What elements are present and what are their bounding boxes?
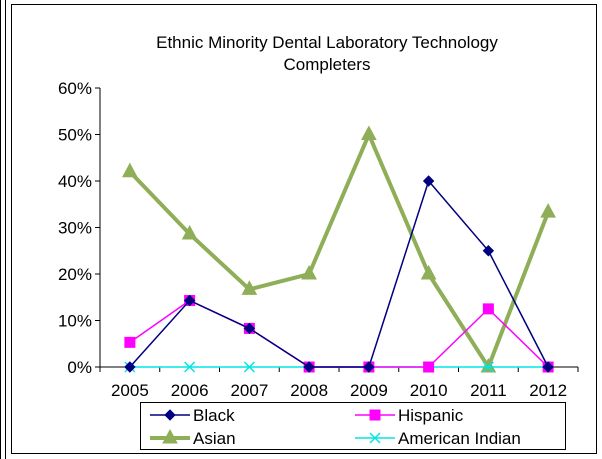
legend-label: Asian [193,429,236,448]
legend-swatch-marker [369,409,381,421]
y-tick-label: 0% [67,358,92,377]
legend-label: Black [193,406,235,425]
x-tick-label: 2006 [171,381,209,400]
data-point-american-indian-stroke [243,361,255,373]
data-point-asian [181,224,198,240]
y-tick-label: 60% [58,79,92,98]
data-point-hispanic [124,336,136,348]
x-tick-label: 2008 [290,381,328,400]
x-tick-label: 2007 [230,381,268,400]
y-tick-label: 20% [58,265,92,284]
y-tick-label: 40% [58,172,92,191]
data-point-american-indian-stroke [184,361,196,373]
legend-item-american-indian: American Indian [355,429,521,448]
data-point-black [482,245,495,257]
legend-swatch-marker [162,428,178,444]
x-tick-label: 2012 [529,381,567,400]
data-point-black [542,361,554,373]
legend-swatch-marker-stroke [369,432,381,444]
data-point-hispanic [482,303,494,315]
legend-item-black: Black [150,406,235,425]
x-tick-label: 2009 [350,381,388,400]
y-tick-label: 50% [58,126,92,145]
data-point-asian [540,203,556,218]
x-tick-label: 2011 [470,381,507,400]
series-line-black [129,179,549,368]
legend-label: Hispanic [398,406,464,425]
x-tick-label: 2010 [410,381,448,400]
chart-title-line-1: Ethnic Minority Dental Laboratory Techno… [156,33,498,52]
data-point-american-indian [184,361,196,373]
y-tick-label: 30% [58,219,92,238]
data-point-asian [241,280,258,295]
data-point-asian [420,264,437,280]
data-point-black [422,175,435,187]
legend-item-hispanic: Hispanic [355,406,464,425]
data-point-american-indian [243,361,255,373]
legend: Black Hispanic Asian American Indian [140,402,566,450]
chart-border [11,4,597,454]
data-point-black [303,361,315,373]
legend-label: American Indian [398,429,521,448]
plot-area: 0% 10% 20% 30% 40% 50% 60% 2005 2006 2007 2008 2009… [58,79,579,400]
series-line-asian [128,129,550,372]
data-point-american-indian [482,361,494,373]
data-point-hispanic [423,361,435,373]
legend-box [140,402,566,450]
data-point-black [124,361,136,373]
outer-left-border [0,0,6,459]
chart-title-line-2: Completers [284,55,371,74]
legend-item-asian: Asian [150,428,236,448]
data-point-black [183,294,196,307]
data-point-asian [361,125,377,140]
data-point-black [363,361,375,373]
data-point-asian [301,264,317,280]
y-tick-label: 10% [58,312,92,331]
legend-swatch-marker [164,409,176,421]
data-point-american-indian-stroke [482,361,494,373]
x-tick-label: 2005 [111,381,149,400]
data-point-asian [122,162,138,178]
legend-swatch-marker [369,432,381,444]
data-point-black [243,322,256,335]
data-point-asian [480,357,497,373]
